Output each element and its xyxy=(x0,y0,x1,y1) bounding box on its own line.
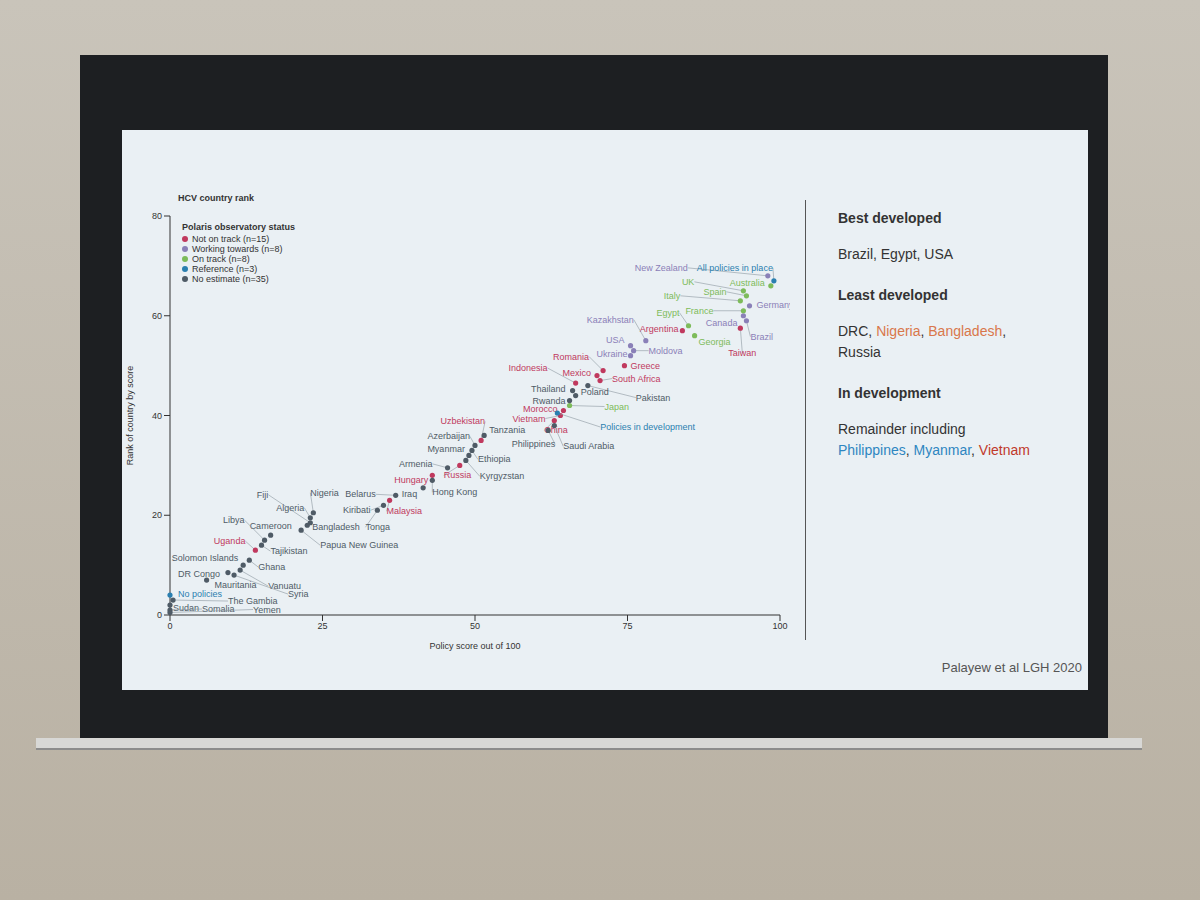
svg-text:France: France xyxy=(685,306,713,316)
svg-text:Bangladesh: Bangladesh xyxy=(312,522,360,532)
html-text:Not on track (n=15): Not on track (n=15) xyxy=(192,234,270,244)
svg-text:Germany: Germany xyxy=(757,300,791,310)
svg-text:Azerbaijan: Azerbaijan xyxy=(427,431,470,441)
svg-text:New Zealand: New Zealand xyxy=(635,263,688,273)
svg-text:Russia: Russia xyxy=(444,470,472,480)
svg-text:Saudi Arabia: Saudi Arabia xyxy=(563,441,614,451)
svg-text:Spain: Spain xyxy=(703,287,726,297)
svg-text:Thailand: Thailand xyxy=(531,384,566,394)
svg-text:Algeria: Algeria xyxy=(276,503,304,513)
svg-text:Hungary: Hungary xyxy=(394,475,429,485)
svg-text:Kiribati: Kiribati xyxy=(343,505,371,515)
svg-text:Romania: Romania xyxy=(553,352,589,362)
html-text:In development: In development xyxy=(838,385,941,401)
html-text:On track (n=8): On track (n=8) xyxy=(192,254,250,264)
svg-text:No policies: No policies xyxy=(178,589,223,599)
html-text:No estimate (n=35): No estimate (n=35) xyxy=(192,274,269,284)
svg-text:Armenia: Armenia xyxy=(399,459,433,469)
svg-text:Rwanda: Rwanda xyxy=(533,396,566,406)
svg-text:Policy score out of 100: Policy score out of 100 xyxy=(429,641,520,651)
svg-text:All policies in place: All policies in place xyxy=(697,263,773,273)
svg-text:60: 60 xyxy=(152,311,162,321)
svg-text:Fiji: Fiji xyxy=(257,490,269,500)
svg-text:Myanmar: Myanmar xyxy=(427,444,465,454)
svg-text:Ghana: Ghana xyxy=(258,562,285,572)
svg-text:Brazil: Brazil xyxy=(750,332,773,342)
svg-text:China: China xyxy=(544,425,568,436)
svg-text:USA: USA xyxy=(606,335,625,345)
svg-text:Syria: Syria xyxy=(288,589,309,599)
svg-text:Poland: Poland xyxy=(581,387,609,397)
svg-text:Tonga: Tonga xyxy=(365,522,390,532)
svg-text:Papua New Guinea: Papua New Guinea xyxy=(320,540,398,550)
svg-text:Taiwan: Taiwan xyxy=(728,348,756,358)
html-text:Reference (n=3): Reference (n=3) xyxy=(192,264,258,274)
svg-text:Italy: Italy xyxy=(664,291,681,301)
svg-text:Canada: Canada xyxy=(706,318,738,328)
svg-text:Morocco: Morocco xyxy=(522,403,558,414)
html-text:Best developed: Best developed xyxy=(838,210,942,226)
html-text:DRC, Nigeria, Bangladesh, Russ: DRC, Nigeria, Bangladesh, Russia xyxy=(838,323,1010,360)
svg-text:Japan: Japan xyxy=(605,402,630,412)
svg-text:Kazakhstan: Kazakhstan xyxy=(587,315,634,325)
html-text:Philippines, Myanmar, Vietnam: Philippines, Myanmar, Vietnam xyxy=(838,442,1030,458)
html-text:Working towards (n=8): Working towards (n=8) xyxy=(192,244,283,254)
svg-text:The Gambia: The Gambia xyxy=(228,596,278,606)
svg-text:Yemen: Yemen xyxy=(253,605,281,615)
svg-text:Australia: Australia xyxy=(730,278,765,288)
svg-text:Greece: Greece xyxy=(630,361,660,371)
svg-text:Ethiopia: Ethiopia xyxy=(478,454,511,464)
svg-text:Iraq: Iraq xyxy=(402,489,418,499)
svg-text:DR Congo: DR Congo xyxy=(178,569,220,579)
svg-text:Philippines: Philippines xyxy=(512,439,556,449)
svg-text:Mauritania: Mauritania xyxy=(215,580,257,590)
html-text:Remainder including: Remainder including xyxy=(838,421,966,437)
svg-text:75: 75 xyxy=(622,621,632,631)
svg-text:Cameroon: Cameroon xyxy=(250,521,292,531)
html-text:Polaris observatory status: Polaris observatory status xyxy=(182,222,295,232)
svg-text:Indonesia: Indonesia xyxy=(509,363,548,373)
svg-text:Hong Kong: Hong Kong xyxy=(432,487,477,497)
svg-text:Tanzania: Tanzania xyxy=(489,425,525,435)
svg-text:Kyrgyzstan: Kyrgyzstan xyxy=(480,471,525,481)
svg-text:Mexico: Mexico xyxy=(562,368,591,378)
svg-text:South Africa: South Africa xyxy=(612,374,661,384)
svg-text:Pakistan: Pakistan xyxy=(636,393,671,403)
svg-text:Uganda: Uganda xyxy=(214,536,246,546)
svg-text:Solomon Islands: Solomon Islands xyxy=(172,553,239,563)
svg-text:Georgia: Georgia xyxy=(699,337,731,347)
html-text:Brazil, Egypt, USA: Brazil, Egypt, USA xyxy=(838,246,954,262)
svg-text:Sudan: Sudan xyxy=(173,603,199,613)
svg-text:UK: UK xyxy=(682,277,695,287)
svg-text:Policies in development: Policies in development xyxy=(600,422,695,432)
svg-text:Libya: Libya xyxy=(223,515,245,525)
svg-text:25: 25 xyxy=(317,621,327,631)
svg-text:Moldova: Moldova xyxy=(649,346,683,356)
svg-text:50: 50 xyxy=(470,621,480,631)
svg-text:40: 40 xyxy=(152,411,162,421)
svg-text:Argentina: Argentina xyxy=(640,324,679,334)
svg-text:Vietnam: Vietnam xyxy=(513,414,546,424)
svg-text:0: 0 xyxy=(157,610,162,620)
html-text:Least developed: Least developed xyxy=(838,287,948,303)
svg-text:Vanuatu: Vanuatu xyxy=(268,581,301,592)
html-text:HCV country rank: HCV country rank xyxy=(178,193,254,203)
svg-text:Somalia: Somalia xyxy=(202,604,235,614)
svg-text:Nigeria: Nigeria xyxy=(310,488,339,498)
svg-text:Ukraine: Ukraine xyxy=(597,349,628,359)
svg-text:Tajikistan: Tajikistan xyxy=(271,546,308,556)
svg-text:Uzbekistan: Uzbekistan xyxy=(441,416,486,426)
svg-text:Rank of country by score: Rank of country by score xyxy=(125,366,135,466)
svg-text:80: 80 xyxy=(152,211,162,221)
svg-text:100: 100 xyxy=(772,621,787,631)
svg-text:Belarus: Belarus xyxy=(345,489,376,499)
svg-text:Egypt: Egypt xyxy=(656,308,680,318)
html-text:Palayew et al LGH 2020: Palayew et al LGH 2020 xyxy=(941,660,1082,675)
svg-text:Malaysia: Malaysia xyxy=(387,506,423,516)
svg-text:0: 0 xyxy=(167,621,172,631)
svg-text:20: 20 xyxy=(152,510,162,520)
